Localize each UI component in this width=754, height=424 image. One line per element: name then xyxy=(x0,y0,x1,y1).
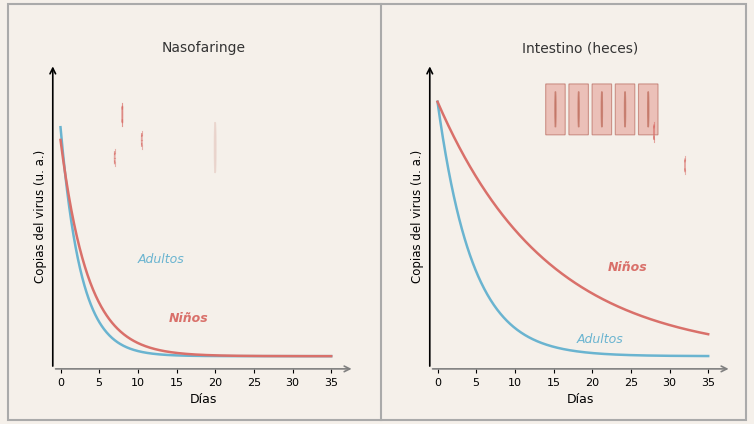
Y-axis label: Copias del virus (u. a.): Copias del virus (u. a.) xyxy=(34,150,48,283)
FancyBboxPatch shape xyxy=(615,84,635,135)
Text: Adultos: Adultos xyxy=(138,253,185,266)
FancyBboxPatch shape xyxy=(639,84,658,135)
Circle shape xyxy=(578,92,579,127)
Text: Niños: Niños xyxy=(169,312,209,324)
Title: Nasofaringe: Nasofaringe xyxy=(161,42,246,56)
Text: Adultos: Adultos xyxy=(577,333,624,346)
Text: Niños: Niños xyxy=(608,261,648,273)
Circle shape xyxy=(555,92,556,127)
Y-axis label: Copias del virus (u. a.): Copias del virus (u. a.) xyxy=(411,150,425,283)
Title: Intestino (heces): Intestino (heces) xyxy=(523,42,639,56)
X-axis label: Días: Días xyxy=(567,393,594,407)
FancyBboxPatch shape xyxy=(569,84,588,135)
Circle shape xyxy=(624,92,626,127)
X-axis label: Días: Días xyxy=(190,393,217,407)
FancyBboxPatch shape xyxy=(546,84,566,135)
Circle shape xyxy=(601,92,602,127)
FancyBboxPatch shape xyxy=(592,84,611,135)
Circle shape xyxy=(214,122,216,173)
